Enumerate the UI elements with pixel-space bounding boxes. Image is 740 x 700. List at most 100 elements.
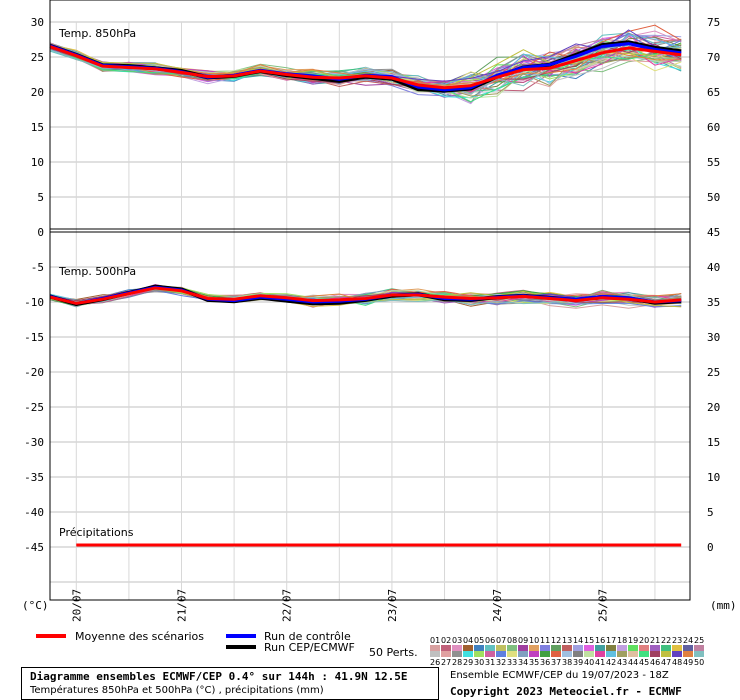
- swatch-number: 23: [672, 636, 682, 645]
- swatch-number: 21: [650, 636, 660, 645]
- swatch-number: 08: [507, 636, 517, 645]
- swatch-number: 14: [573, 636, 583, 645]
- swatch-color: [694, 651, 704, 657]
- swatch-color: [672, 651, 682, 657]
- swatch-color: [463, 645, 473, 651]
- footer-subtitle: Températures 850hPa et 500hPa (°C) , pré…: [30, 685, 324, 696]
- y-right-tick-label: 5: [707, 506, 714, 519]
- swatch-color: [617, 651, 627, 657]
- y-right-tick-label: 0: [707, 541, 714, 554]
- swatch-number: 05: [474, 636, 484, 645]
- swatch-color: [683, 645, 693, 651]
- y-tick-label: -15: [24, 331, 44, 344]
- swatch-number: 48: [672, 658, 682, 667]
- swatch-number: 19: [628, 636, 638, 645]
- y-right-tick-label: 15: [707, 436, 720, 449]
- swatch-number: 11: [540, 636, 550, 645]
- swatch-number: 34: [518, 658, 528, 667]
- swatch-number: 26: [430, 658, 440, 667]
- swatch-number: 45: [639, 658, 649, 667]
- swatch-number: 30: [474, 658, 484, 667]
- y-tick-label: -40: [24, 506, 44, 519]
- x-date-tick: 24/07: [491, 589, 504, 622]
- y-right-tick-label: 20: [707, 401, 720, 414]
- swatch-number: 31: [485, 658, 495, 667]
- x-date-tick: 25/07: [596, 589, 609, 622]
- y-right-tick-label: 70: [707, 51, 720, 64]
- swatch-number: 44: [628, 658, 638, 667]
- y-right-tick-label: 55: [707, 156, 720, 169]
- swatch-number: 29: [463, 658, 473, 667]
- swatch-color: [573, 645, 583, 651]
- swatch-color: [540, 651, 550, 657]
- swatch-color: [661, 651, 671, 657]
- swatch-color: [463, 651, 473, 657]
- y-tick-label: 20: [31, 86, 44, 99]
- swatch-color: [595, 651, 605, 657]
- left-unit-label: (°C): [22, 599, 49, 612]
- x-date-tick: 21/07: [176, 589, 189, 622]
- swatch-number: 33: [507, 658, 517, 667]
- swatch-number: 09: [518, 636, 528, 645]
- swatch-color: [639, 645, 649, 651]
- swatch-color: [650, 651, 660, 657]
- swatch-number: 40: [584, 658, 594, 667]
- y-tick-label: 0: [37, 226, 44, 239]
- swatch-number: 22: [661, 636, 671, 645]
- swatch-number: 36: [540, 658, 550, 667]
- series-line-mean: [49, 45, 682, 90]
- swatch-number: 12: [551, 636, 561, 645]
- y-tick-label: 5: [37, 191, 44, 204]
- legend-control-label: Run de contrôle: [264, 630, 351, 643]
- swatch-color: [628, 645, 638, 651]
- swatch-color: [617, 645, 627, 651]
- swatch-number: 18: [617, 636, 627, 645]
- swatch-color: [628, 651, 638, 657]
- right-unit-label: (mm): [710, 599, 737, 612]
- swatch-number: 24: [683, 636, 693, 645]
- swatch-color: [584, 651, 594, 657]
- swatch-number: 39: [573, 658, 583, 667]
- legend-perts-label: 50 Perts.: [369, 646, 418, 659]
- y-right-tick-label: 10: [707, 471, 720, 484]
- swatch-color: [452, 645, 462, 651]
- swatch-color: [518, 645, 528, 651]
- swatch-color: [606, 645, 616, 651]
- swatch-number: 07: [496, 636, 506, 645]
- y-right-tick-label: 50: [707, 191, 720, 204]
- swatch-color: [430, 651, 440, 657]
- swatch-number: 20: [639, 636, 649, 645]
- swatch-color: [507, 645, 517, 651]
- grid-lines: [50, 21, 690, 600]
- y-right-tick-label: 75: [707, 16, 720, 29]
- plot-frame: [49, 0, 691, 601]
- y-tick-label: 10: [31, 156, 44, 169]
- swatch-color: [562, 651, 572, 657]
- footer-copyright: Copyright 2023 Meteociel.fr - ECMWF: [450, 685, 682, 698]
- swatch-color: [683, 651, 693, 657]
- swatch-color: [452, 651, 462, 657]
- swatch-color: [540, 645, 550, 651]
- y-tick-label: -25: [24, 401, 44, 414]
- swatch-color: [661, 645, 671, 651]
- swatch-number: 17: [606, 636, 616, 645]
- swatch-number: 10: [529, 636, 539, 645]
- swatch-color: [551, 651, 561, 657]
- swatch-color: [694, 645, 704, 651]
- swatch-color: [485, 645, 495, 651]
- swatch-number: 04: [463, 636, 473, 645]
- swatch-color: [584, 645, 594, 651]
- swatch-color: [573, 651, 583, 657]
- panel-label-precip: Précipitations: [59, 526, 134, 539]
- axis-tick-labels: 0 45 5 50 10 55 15 60 20 65 25 70 30 75 -45 0 -40 5 -35 10 -…: [24, 16, 720, 622]
- swatch-color: [474, 651, 484, 657]
- y-tick-label: -20: [24, 366, 44, 379]
- x-date-tick: 23/07: [386, 589, 399, 622]
- y-right-tick-label: 35: [707, 296, 720, 309]
- footer-info-box: Diagramme ensembles ECMWF/CEP 0.4° sur 1…: [21, 667, 439, 700]
- swatch-color: [595, 645, 605, 651]
- swatch-color: [551, 645, 561, 651]
- swatch-color: [518, 651, 528, 657]
- y-right-tick-label: 40: [707, 261, 720, 274]
